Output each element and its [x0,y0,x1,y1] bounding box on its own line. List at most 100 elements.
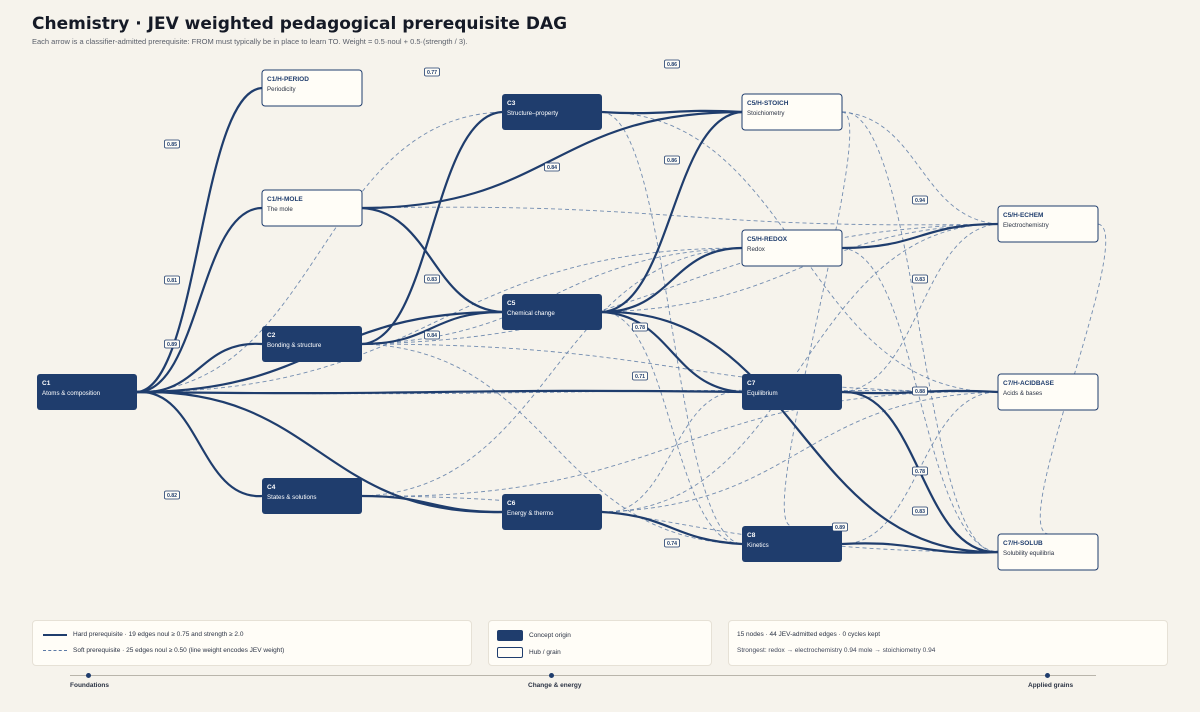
weight-label: 0.94 [912,195,928,205]
node-box [997,373,1099,411]
origin-swatch [497,630,523,641]
hard-edge-c1h_mole-c5h_stoich [361,110,743,210]
node-id: C1/H-MOLE [267,196,303,203]
page-title: Chemistry · JEV weighted pedagogical pre… [32,14,568,34]
hard-edge-legend-label: Hard prerequisite · 19 edges noul ≥ 0.75… [73,631,244,638]
node-c7h_acidbase[interactable]: C7/H-ACIDBASE Acids & bases [997,373,1099,411]
node-label: States & solutions [267,494,317,501]
node-c5h_stoich[interactable]: C5/H-STOICH Stoichiometry [741,93,843,131]
node-id: C6 [507,500,516,507]
node-label: Chemical change [507,310,555,317]
node-box [742,374,842,410]
weight-label-text: 0.88 [915,389,925,395]
soft-edge-c5h_stoich-c7h_solub [841,111,999,553]
node-c3[interactable]: C3 Structure–property [502,94,602,130]
node-label: Stoichiometry [747,110,785,117]
weight-label-text: 0.77 [427,70,437,76]
weight-label-box [164,339,180,349]
hard-edge-c5-c5h_redox [601,246,743,314]
strongest-edges: Strongest: redox → electrochemistry 0.94… [737,647,936,654]
node-label: Acids & bases [1003,390,1042,397]
weight-label-text: 0.89 [167,342,177,348]
node-id: C7/H-SOLUB [1003,540,1043,547]
weight-label-box [424,330,440,340]
soft-edge-c6-c5h_echem [601,223,999,513]
soft-edge-c5-c5h_echem [601,223,999,313]
node-c5h_redox[interactable]: C5/H-REDOX Redox [741,229,843,267]
weight-label-text: 0.84 [547,165,557,171]
node-c5h_echem[interactable]: C5/H-ECHEM Electrochemistry [997,205,1099,243]
node-label: Equilibrium [747,390,778,397]
node-c4[interactable]: C4 States & solutions [262,478,362,514]
node-label: Bonding & structure [267,342,322,349]
node-label: Energy & thermo [507,510,554,517]
node-c7h_solub[interactable]: C7/H-SOLUB Solubility equilibria [997,533,1099,571]
weight-label: 0.82 [164,490,180,500]
soft-edge-swatch [43,650,67,651]
weight-label-box [912,195,928,205]
soft-edge-c5-c8 [601,311,743,545]
weight-label: 0.84 [424,330,440,340]
weight-label: 0.86 [664,155,680,165]
weight-label-text: 0.81 [167,278,177,284]
hard-edge-c6-c8 [601,510,743,546]
weight-label-box [424,67,440,77]
node-label: Redox [747,246,766,253]
weight-label-text: 0.71 [635,374,645,380]
hard-edge-c1-c1h_period [136,86,263,394]
node-label: The mole [267,206,293,213]
node-id: C5/H-STOICH [747,100,789,107]
soft-edge-c3-c8 [601,111,743,545]
node-c1[interactable]: C1 Atoms & composition [37,374,137,410]
prerequisite-graph: C1 Atoms & composition C1/H-PERIOD Periodic… [37,59,1107,571]
node-label: Electrochemistry [1003,222,1050,229]
node-c7[interactable]: C7 Equilibrium [742,374,842,410]
hard-edge-c1h_mole-c5 [361,206,503,314]
weight-label-text: 0.83 [915,277,925,283]
node-box [261,189,363,227]
node-box [262,478,362,514]
node-c1h_mole[interactable]: C1/H-MOLE The mole [261,189,363,227]
node-c8[interactable]: C8 Kinetics [742,526,842,562]
node-box [742,526,842,562]
soft-edge-c4-c7h_acidbase [361,391,999,497]
node-id: C3 [507,100,516,107]
graph-stats: 15 nodes · 44 JEV-admitted edges · 0 cyc… [737,631,881,638]
node-box [502,494,602,530]
soft-edge-c1-c3 [136,111,503,393]
node-id: C4 [267,484,276,491]
origin-legend-label: Concept origin [529,632,571,639]
node-c6[interactable]: C6 Energy & thermo [502,494,602,530]
timeline-label-change: Change & energy [528,682,582,689]
node-label: Structure–property [507,110,559,117]
soft-edge-legend-label: Soft prerequisite · 25 edges noul ≥ 0.50… [73,647,285,654]
weight-label: 0.86 [664,59,680,69]
weight-label-box [832,522,848,532]
weight-label-text: 0.86 [667,158,677,164]
node-label: Periodicity [267,86,296,93]
soft-edge-c6-c7 [601,391,743,513]
node-id: C1 [42,380,51,387]
hard-edge-c4-c6 [361,494,503,514]
hard-edge-c2-c5 [361,310,503,346]
timeline-dot-foundations [86,672,91,678]
soft-edge-c1-c5h_redox [136,247,743,393]
node-c5[interactable]: C5 Chemical change [502,294,602,330]
hard-edge-c1-c6 [136,390,503,514]
soft-edge-c7-c5h_echem [841,223,999,393]
weight-labels: 0.85 0.77 0.86 0.81 0.89 0.82 0.84 0.83 0.84 0.86… [164,59,928,548]
weight-label-text: 0.78 [635,325,645,331]
node-c2[interactable]: C2 Bonding & structure [262,326,362,362]
node-id: C5/H-ECHEM [1003,212,1043,219]
node-id: C5 [507,300,516,307]
weight-label-box [632,322,648,332]
weight-label-box [912,506,928,516]
weight-label-text: 0.83 [915,509,925,515]
node-c1h_period[interactable]: C1/H-PERIOD Periodicity [261,69,363,107]
timeline-label-applied: Applied grains [1028,682,1074,689]
hard-edge-c5h_redox-c5h_echem [841,222,999,250]
page-subtitle: Each arrow is a classifier-admitted prer… [32,37,468,46]
weight-label-text: 0.74 [667,541,677,547]
weight-label-box [164,490,180,500]
weight-label-box [164,139,180,149]
